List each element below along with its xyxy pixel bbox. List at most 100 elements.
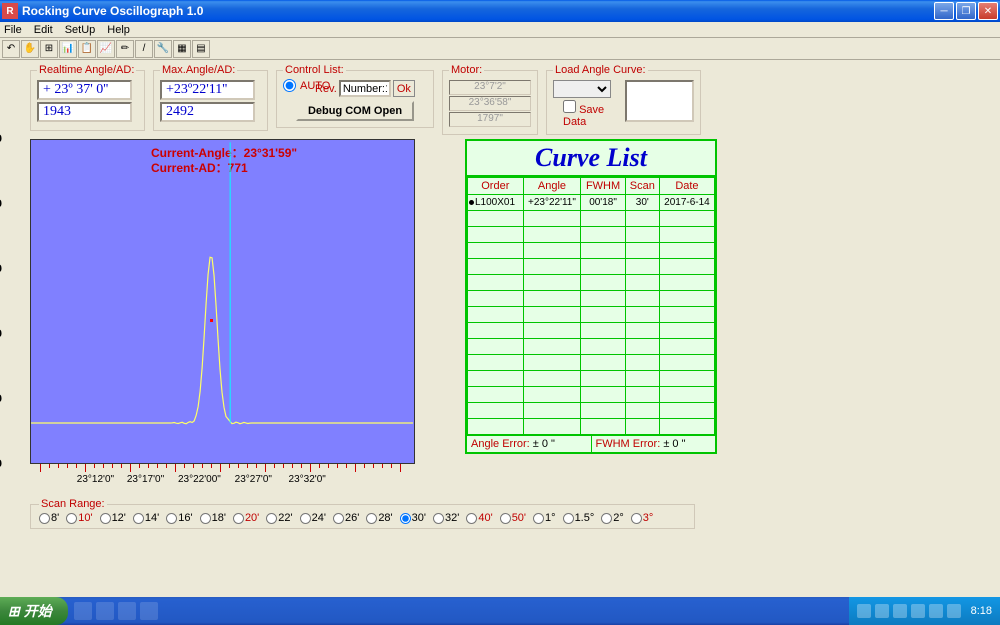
scan-option[interactable]: 10': [66, 512, 92, 524]
scan-option[interactable]: 24': [300, 512, 326, 524]
table-row[interactable]: [468, 291, 715, 307]
save-checkbox[interactable]: [563, 100, 576, 113]
control-legend: Control List:: [283, 64, 346, 76]
scan-option[interactable]: 30': [400, 512, 426, 524]
realtime-angle-input[interactable]: [37, 80, 132, 100]
curve-table: Order Angle FWHM Scan Date L100X01+23°22…: [467, 177, 715, 435]
toolbar-button-6[interactable]: ✏: [116, 40, 134, 58]
table-row[interactable]: [468, 323, 715, 339]
ytick: 80: [0, 198, 2, 210]
quicklaunch-icon[interactable]: [140, 602, 158, 620]
tray-icon[interactable]: [893, 604, 907, 618]
scan-option[interactable]: 40': [466, 512, 492, 524]
max-legend: Max.Angle/AD:: [160, 64, 237, 76]
scan-option[interactable]: 50': [500, 512, 526, 524]
angle-error-value: ± 0 ": [533, 438, 555, 450]
table-row[interactable]: [468, 403, 715, 419]
load-listbox[interactable]: [625, 80, 694, 122]
quicklaunch-icon[interactable]: [74, 602, 92, 620]
table-row[interactable]: [468, 307, 715, 323]
table-row[interactable]: [468, 275, 715, 291]
load-select[interactable]: [553, 80, 611, 98]
table-row[interactable]: L100X01+23°22'11"00'18"30'2017-6-14: [468, 195, 715, 211]
xlabel: 23°32'0": [289, 474, 326, 485]
scan-option[interactable]: 12': [100, 512, 126, 524]
xlabel: 23°27'0": [235, 474, 272, 485]
table-row[interactable]: [468, 387, 715, 403]
scan-option[interactable]: 3°: [631, 512, 654, 524]
motor-legend: Motor:: [449, 64, 484, 76]
motor-val2: 23°36'58": [449, 96, 531, 111]
col-angle: Angle: [523, 178, 581, 195]
toolbar-button-10[interactable]: ▤: [192, 40, 210, 58]
ytick: 40: [0, 328, 2, 340]
ok-button[interactable]: Ok: [393, 80, 415, 97]
col-scan: Scan: [625, 178, 659, 195]
fwhm-error-value: ± 0 ": [663, 438, 685, 450]
realtime-panel: Realtime Angle/AD:: [30, 64, 145, 131]
scan-option[interactable]: 26': [333, 512, 359, 524]
tray-icon[interactable]: [929, 604, 943, 618]
tray-icon[interactable]: [857, 604, 871, 618]
auto-radio[interactable]: [283, 79, 296, 92]
realtime-ad-input[interactable]: [37, 102, 132, 122]
scan-option[interactable]: 8': [39, 512, 59, 524]
table-row[interactable]: [468, 371, 715, 387]
rocking-curve-chart: Current-Angle：23°31'59" Current-AD：771: [30, 139, 415, 464]
scan-option[interactable]: 18': [200, 512, 226, 524]
tray-icon[interactable]: [947, 604, 961, 618]
menu-edit[interactable]: Edit: [34, 24, 53, 36]
scan-option[interactable]: 2°: [601, 512, 624, 524]
scan-option[interactable]: 22': [266, 512, 292, 524]
number-input[interactable]: [339, 80, 391, 97]
menubar: File Edit SetUp Help: [0, 22, 1000, 38]
table-row[interactable]: [468, 419, 715, 435]
table-row[interactable]: [468, 355, 715, 371]
scan-legend: Scan Range:: [39, 498, 107, 510]
table-row[interactable]: [468, 259, 715, 275]
xlabel: 23°12'0": [77, 474, 114, 485]
scan-option[interactable]: 1.5°: [563, 512, 595, 524]
clock: 8:18: [971, 605, 992, 617]
scan-option[interactable]: 14': [133, 512, 159, 524]
scan-range-panel: Scan Range: 8' 10' 12' 14' 16' 18' 20' 22' 24' 26…: [30, 498, 695, 529]
toolbar-button-7[interactable]: /: [135, 40, 153, 58]
system-tray: 8:18: [849, 597, 1000, 625]
scan-option[interactable]: 32': [433, 512, 459, 524]
table-row[interactable]: [468, 339, 715, 355]
max-ad-input[interactable]: [160, 102, 255, 122]
tray-icon[interactable]: [911, 604, 925, 618]
table-row[interactable]: [468, 243, 715, 259]
table-row[interactable]: [468, 227, 715, 243]
maximize-button[interactable]: ❐: [956, 2, 976, 20]
toolbar-button-8[interactable]: 🔧: [154, 40, 172, 58]
motor-val3: 1797": [449, 112, 531, 127]
menu-setup[interactable]: SetUp: [65, 24, 96, 36]
menu-file[interactable]: File: [4, 24, 22, 36]
tray-icon[interactable]: [875, 604, 889, 618]
toolbar-button-5[interactable]: 📈: [97, 40, 115, 58]
ytick: 100: [0, 133, 2, 145]
toolbar-button-2[interactable]: ⊞: [40, 40, 58, 58]
toolbar-button-4[interactable]: 📋: [78, 40, 96, 58]
windows-logo-icon: ⊞: [8, 603, 20, 620]
max-angle-input[interactable]: [160, 80, 255, 100]
quicklaunch-icon[interactable]: [96, 602, 114, 620]
scan-option[interactable]: 16': [166, 512, 192, 524]
table-row[interactable]: [468, 211, 715, 227]
titlebar: R Rocking Curve Oscillograph 1.0 ─ ❐ ✕: [0, 0, 1000, 22]
scan-option[interactable]: 1°: [533, 512, 556, 524]
toolbar-button-1[interactable]: ✋: [21, 40, 39, 58]
menu-help[interactable]: Help: [107, 24, 130, 36]
toolbar-button-0[interactable]: ↶: [2, 40, 20, 58]
toolbar-button-3[interactable]: 📊: [59, 40, 77, 58]
minimize-button[interactable]: ─: [934, 2, 954, 20]
toolbar: ↶✋⊞📊📋📈✏/🔧▦▤: [0, 38, 1000, 60]
scan-option[interactable]: 20': [233, 512, 259, 524]
quicklaunch-icon[interactable]: [118, 602, 136, 620]
toolbar-button-9[interactable]: ▦: [173, 40, 191, 58]
scan-option[interactable]: 28': [366, 512, 392, 524]
start-button[interactable]: ⊞ 开始: [0, 597, 68, 625]
close-button[interactable]: ✕: [978, 2, 998, 20]
debug-button[interactable]: Debug COM Open: [296, 101, 414, 121]
